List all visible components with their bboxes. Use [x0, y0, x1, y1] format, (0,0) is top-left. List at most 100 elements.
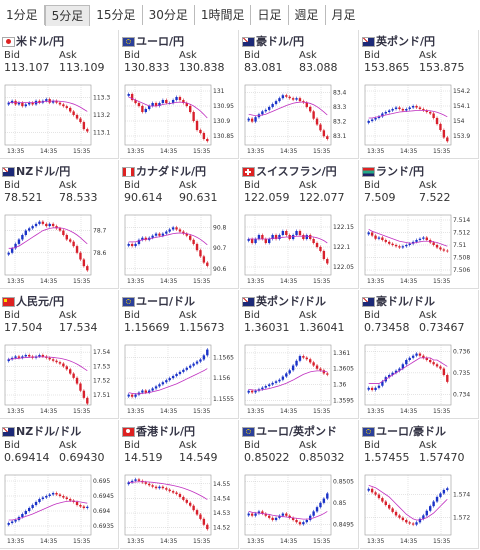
pair-title[interactable]: カナダドル/円 — [122, 163, 206, 179]
candle-up — [24, 355, 27, 357]
candle-up — [134, 394, 137, 397]
flag-au-icon — [242, 37, 255, 47]
pair-name[interactable]: 英ポンド/円 — [376, 35, 436, 48]
mini-chart[interactable]: 83.4 83.3 83.2 83.1 13:35 14:35 15:35 — [243, 82, 356, 157]
timeframe-tabs: 1分足 5分足 15分足 30分足 1時間足 日足 週足 月足 — [0, 0, 480, 30]
pair-title[interactable]: 豪ドル/円 — [242, 33, 304, 49]
pair-name[interactable]: ユーロ/英ポンド — [256, 425, 338, 438]
rate-panel[interactable]: 米ドル/円 Bid Ask 113.107 113.109 113.3 113.2 113.1… — [0, 30, 119, 159]
rate-panel[interactable]: NZドル/ドル Bid Ask 0.69414 0.69430 0.695 0.6945 0.… — [0, 420, 119, 549]
pair-name[interactable]: スイスフラン/円 — [256, 165, 337, 178]
rate-panel[interactable]: ユーロ/ドル Bid Ask 1.15669 1.15673 1.1565 1.156 1.1… — [120, 290, 239, 419]
pair-name[interactable]: カナダドル/円 — [136, 165, 207, 178]
tab-timeframe-1[interactable]: 5分足 — [44, 4, 91, 26]
pair-name[interactable]: 豪ドル/円 — [256, 35, 305, 48]
candle-down — [134, 100, 137, 103]
pair-title[interactable]: ユーロ/豪ドル — [362, 423, 446, 439]
pair-title[interactable]: 米ドル/円 — [2, 33, 64, 49]
rate-panel[interactable]: ユーロ/豪ドル Bid Ask 1.57455 1.57470 1.574 1.572 13:… — [360, 420, 479, 549]
candle-down — [137, 103, 141, 106]
rate-panel[interactable]: カナダドル/円 Bid Ask 90.614 90.631 90.8 90.7 90.6 13:… — [120, 160, 239, 289]
pair-title[interactable]: NZドル/ドル — [2, 423, 81, 439]
rate-panel[interactable]: ユーロ/英ポンド Bid Ask 0.85022 0.85032 0.8505 0.85 0.… — [240, 420, 359, 549]
tab-timeframe-2[interactable]: 15分足 — [90, 5, 143, 25]
pair-name[interactable]: 豪ドル/ドル — [376, 295, 436, 308]
pair-title[interactable]: 英ポンド/円 — [362, 33, 435, 49]
candle-down — [75, 377, 79, 384]
mini-chart[interactable]: 131 130.95 130.9 130.85 13:35 14:35 15:35 — [123, 82, 236, 157]
candlestick-chart: 122.15 122.1 122.05 13:35 14:35 15:35 — [244, 214, 354, 285]
mini-chart[interactable]: 0.695 0.6945 0.694 0.6935 13:35 14:35 15:35 — [3, 472, 116, 547]
mini-chart[interactable]: 78.7 78.6 13:35 14:35 15:35 — [3, 212, 116, 287]
pair-title[interactable]: 豪ドル/ドル — [362, 293, 435, 309]
rate-panel[interactable]: スイスフラン/円 Bid Ask 122.059 122.077 122.15 122.1 1… — [240, 160, 359, 289]
candle-down — [326, 136, 329, 139]
x-tick-label: 14:35 — [160, 278, 177, 285]
candle-down — [58, 362, 62, 364]
candle-up — [34, 502, 38, 505]
pair-title[interactable]: ユーロ/ドル — [122, 293, 195, 309]
rate-panel[interactable]: 豪ドル/円 Bid Ask 83.081 83.088 83.4 83.3 83.2 83.1 1… — [240, 30, 359, 159]
tab-timeframe-6[interactable]: 週足 — [289, 5, 326, 25]
rate-panel[interactable]: 人民元/円 Bid Ask 17.504 17.534 17.54 17.53 17.52 17… — [0, 290, 119, 419]
y-tick-label: 17.52 — [93, 378, 110, 385]
mini-chart[interactable]: 0.736 0.735 0.734 13:35 14:35 15:35 — [363, 342, 476, 417]
pair-name[interactable]: ユーロ/円 — [136, 35, 185, 48]
rate-panel[interactable]: 香港ドル/円 Bid Ask 14.519 14.549 14.55 14.54 14.53 1… — [120, 420, 239, 549]
rate-panel[interactable]: NZドル/円 Bid Ask 78.521 78.533 78.7 78.6 13:35 14:… — [0, 160, 119, 289]
candle-up — [370, 119, 374, 121]
rate-panel[interactable]: ユーロ/円 Bid Ask 130.833 130.838 131 130.95 130.9 1… — [120, 30, 239, 159]
candle-down — [165, 100, 168, 103]
candle-up — [278, 379, 281, 382]
rate-panel[interactable]: 豪ドル/ドル Bid Ask 0.73458 0.73467 0.736 0.735 0.73… — [360, 290, 479, 419]
rate-panel[interactable]: 英ポンド/円 Bid Ask 153.865 153.875 154.2 154.1 154 1… — [360, 30, 479, 159]
pair-name[interactable]: 英ポンド/ドル — [256, 295, 327, 308]
mini-chart[interactable]: 154.2 154.1 154 153.9 13:35 14:35 15:35 — [363, 82, 476, 157]
candle-up — [288, 370, 291, 374]
mini-chart[interactable]: 113.3 113.2 113.1 13:35 14:35 15:35 — [3, 82, 116, 157]
pair-title[interactable]: 香港ドル/円 — [122, 423, 195, 439]
bid-value: 17.504 — [4, 321, 43, 334]
ask-label: Ask — [299, 180, 317, 191]
rate-panel[interactable]: ランド/円 Bid Ask 7.509 7.522 7.514 7.512 7.51 7.508… — [360, 160, 479, 289]
pair-title[interactable]: NZドル/円 — [2, 163, 70, 179]
tab-timeframe-0[interactable]: 1分足 — [0, 5, 45, 25]
tab-timeframe-5[interactable]: 日足 — [251, 5, 289, 25]
pair-name[interactable]: 米ドル/円 — [16, 35, 65, 48]
tab-timeframe-4[interactable]: 1時間足 — [195, 5, 252, 25]
ask-value: 113.109 — [59, 61, 105, 74]
pair-title[interactable]: 人民元/円 — [2, 293, 64, 309]
mini-chart[interactable]: 17.54 17.53 17.52 17.51 13:35 14:35 15:35 — [3, 342, 116, 417]
mini-chart[interactable]: 122.15 122.1 122.05 13:35 14:35 15:35 — [243, 212, 356, 287]
tab-timeframe-3[interactable]: 30分足 — [143, 5, 195, 25]
candle-up — [381, 381, 384, 386]
pair-name[interactable]: 人民元/円 — [16, 295, 65, 308]
mini-chart[interactable]: 7.514 7.512 7.51 7.508 7.506 13:35 14:35 15:35 — [363, 212, 476, 287]
candle-up — [268, 239, 271, 243]
mini-chart[interactable]: 1.361 1.3605 1.36 1.3595 13:35 14:35 15:35 — [243, 342, 356, 417]
pair-title[interactable]: ランド/円 — [362, 163, 424, 179]
ask-value: 1.36041 — [299, 321, 345, 334]
pair-name[interactable]: ユーロ/豪ドル — [376, 425, 447, 438]
candle-up — [247, 239, 250, 241]
pair-name[interactable]: NZドル/円 — [16, 165, 71, 178]
pair-name[interactable]: ユーロ/ドル — [136, 295, 196, 308]
mini-chart[interactable]: 90.8 90.7 90.6 13:35 14:35 15:35 — [123, 212, 236, 287]
pair-name[interactable]: ランド/円 — [376, 165, 425, 178]
mini-chart[interactable]: 1.1565 1.156 1.1555 13:35 14:35 15:35 — [123, 342, 236, 417]
pair-title[interactable]: ユーロ/英ポンド — [242, 423, 337, 439]
y-tick-label: 78.7 — [93, 228, 107, 235]
pair-title[interactable]: ユーロ/円 — [122, 33, 184, 49]
mini-chart[interactable]: 0.8505 0.85 0.8495 13:35 14:35 15:35 — [243, 472, 356, 547]
candle-down — [130, 243, 134, 247]
pair-title[interactable]: 英ポンド/ドル — [242, 293, 326, 309]
pair-name[interactable]: 香港ドル/円 — [136, 425, 196, 438]
rate-panel[interactable]: 英ポンド/ドル Bid Ask 1.36031 1.36041 1.361 1.3605 1.… — [240, 290, 359, 419]
mini-chart[interactable]: 1.574 1.572 13:35 14:35 15:35 — [363, 472, 476, 547]
mini-chart[interactable]: 14.55 14.54 14.53 14.52 13:35 14:35 15:35 — [123, 472, 236, 547]
tab-timeframe-7[interactable]: 月足 — [331, 8, 356, 22]
x-tick-label: 14:35 — [40, 538, 57, 545]
pair-title[interactable]: スイスフラン/円 — [242, 163, 337, 179]
pair-name[interactable]: NZドル/ドル — [16, 425, 82, 438]
candle-up — [154, 386, 158, 389]
